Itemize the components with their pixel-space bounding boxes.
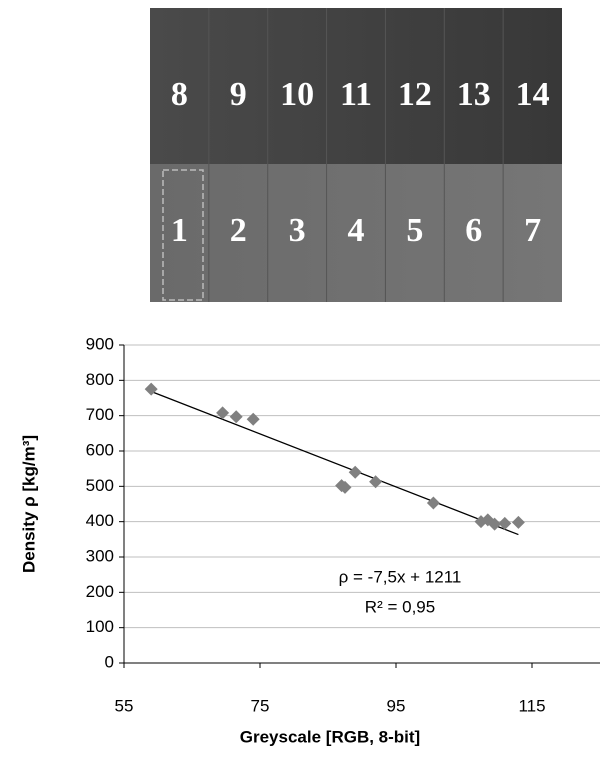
y-tick-label: 400 — [86, 511, 114, 530]
sample-number: 7 — [524, 212, 541, 249]
sample-number: 1 — [171, 212, 188, 249]
trend-equation: ρ = -7,5x + 1211 — [339, 567, 462, 586]
sample-number: 14 — [516, 76, 550, 113]
x-tick-label: 75 — [251, 696, 270, 715]
y-tick-label: 100 — [86, 617, 114, 636]
sample-number: 3 — [289, 212, 306, 249]
y-tick-label: 600 — [86, 440, 114, 459]
x-tick-label: 55 — [115, 696, 134, 715]
sample-number: 10 — [280, 76, 314, 113]
x-tick-label: 95 — [387, 696, 406, 715]
y-tick-label: 500 — [86, 476, 114, 495]
sample-number: 5 — [406, 212, 423, 249]
data-point — [349, 466, 362, 479]
sample-number: 2 — [230, 212, 247, 249]
y-tick-label: 700 — [86, 405, 114, 424]
y-tick-label: 300 — [86, 546, 114, 565]
sample-number: 6 — [465, 212, 482, 249]
sample-number: 4 — [348, 212, 365, 249]
data-point — [512, 516, 525, 529]
y-tick-label: 900 — [86, 334, 114, 353]
data-point — [427, 496, 440, 509]
sample-number: 13 — [457, 76, 491, 113]
x-tick-label: 115 — [518, 696, 545, 715]
data-point — [247, 413, 260, 426]
sample-number: 8 — [171, 76, 188, 113]
y-tick-label: 0 — [105, 652, 114, 671]
sample-number: 9 — [230, 76, 247, 113]
y-tick-label: 200 — [86, 582, 114, 601]
r-squared: R² = 0,95 — [365, 597, 435, 616]
sample-number: 11 — [340, 76, 372, 113]
data-point — [230, 410, 243, 423]
y-tick-label: 800 — [86, 370, 114, 389]
y-axis-title: Density ρ [kg/m³] — [19, 435, 38, 573]
figure: 8910111213141234567 Greyscale [RGB, 8-bi… — [0, 0, 605, 754]
sample-number: 12 — [398, 76, 432, 113]
trend-line — [151, 391, 518, 534]
x-axis-title: Greyscale [RGB, 8-bit] — [240, 727, 420, 746]
